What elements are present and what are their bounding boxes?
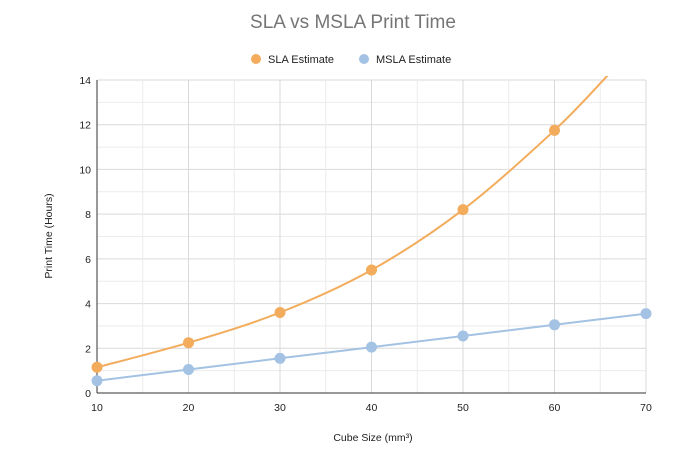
x-tick-label: 70	[640, 402, 652, 414]
y-axis-label: Print Time (Hours)	[43, 193, 55, 278]
data-point-msla[interactable]	[366, 341, 377, 353]
x-tick-label: 30	[274, 402, 286, 414]
legend-label-msla: MSLA Estimate	[376, 54, 451, 66]
data-point-msla[interactable]	[640, 308, 652, 320]
data-point-sla[interactable]	[274, 307, 286, 319]
x-tick-label: 50	[457, 402, 469, 414]
tick-labels: 0 2 4 6 8 10 12 14 10 20 30 40 50 60 70	[79, 75, 652, 414]
data-point-sla[interactable]	[91, 361, 103, 373]
legend-marker-sla	[251, 54, 261, 64]
series-layer	[91, 76, 652, 387]
y-tick-label: 0	[85, 388, 91, 400]
data-point-sla[interactable]	[457, 204, 469, 216]
data-point-sla[interactable]	[366, 264, 377, 276]
data-point-msla[interactable]	[183, 364, 194, 376]
y-tick-label: 6	[85, 254, 91, 266]
y-tick-label: 2	[85, 343, 91, 355]
x-tick-label: 10	[91, 402, 103, 414]
chart-title: SLA vs MSLA Print Time	[250, 12, 456, 33]
y-tick-label: 14	[79, 75, 91, 87]
data-point-sla[interactable]	[549, 124, 560, 136]
series-line-sla	[97, 76, 609, 369]
y-tick-label: 8	[85, 209, 91, 221]
data-point-msla[interactable]	[549, 319, 560, 331]
legend-marker-msla	[359, 54, 369, 64]
y-tick-label: 10	[79, 164, 91, 176]
x-tick-label: 60	[549, 402, 561, 414]
data-point-sla[interactable]	[183, 337, 194, 349]
legend-item-msla[interactable]: MSLA Estimate	[359, 54, 451, 66]
x-tick-label: 40	[366, 402, 378, 414]
data-point-msla[interactable]	[274, 352, 286, 364]
legend-item-sla[interactable]: SLA Estimate	[251, 54, 334, 66]
axes	[96, 80, 646, 394]
legend: SLA Estimate MSLA Estimate	[251, 54, 451, 66]
x-tick-label: 20	[183, 402, 195, 414]
legend-label-sla: SLA Estimate	[268, 54, 334, 66]
data-point-msla[interactable]	[457, 330, 469, 342]
y-tick-label: 12	[79, 120, 91, 132]
y-tick-label: 4	[85, 299, 91, 311]
x-axis-label: Cube Size (mm³)	[333, 432, 412, 444]
data-point-msla[interactable]	[91, 375, 103, 387]
